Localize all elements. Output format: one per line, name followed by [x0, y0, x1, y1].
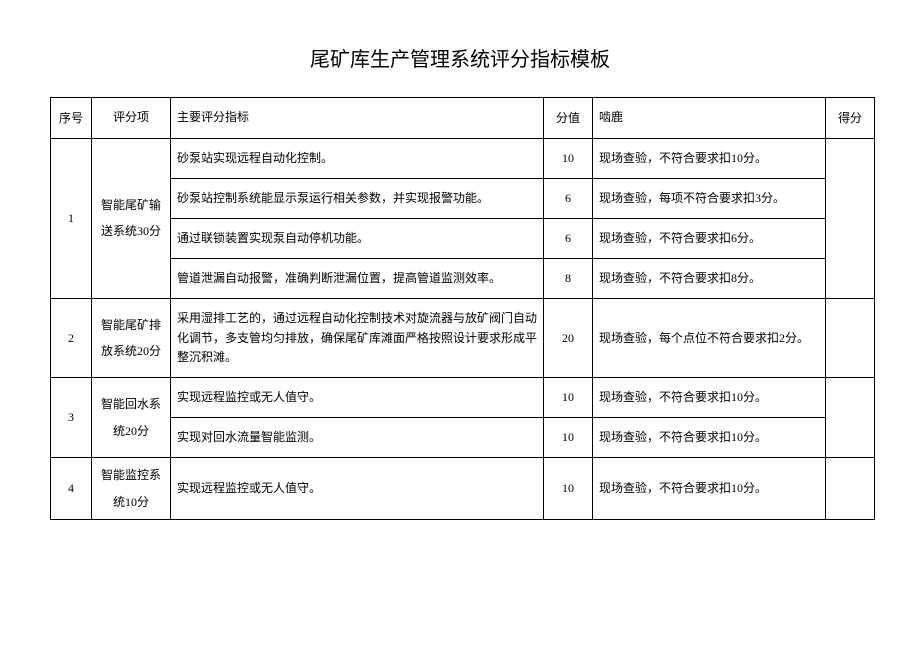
cell-seq: 1 [51, 138, 92, 299]
header-item: 评分项 [92, 98, 171, 138]
table-row: 砂泵站控制系统能显示泵运行相关参数，并实现报警功能。 6 现场查验，每项不符合要… [51, 178, 875, 218]
cell-seq: 4 [51, 458, 92, 520]
cell-note: 现场查验，不符合要求扣6分。 [593, 218, 826, 258]
cell-result [826, 138, 875, 299]
cell-result [826, 458, 875, 520]
header-result: 得分 [826, 98, 875, 138]
header-score: 分值 [544, 98, 593, 138]
page-title: 尾矿库生产管理系统评分指标模板 [50, 43, 870, 72]
cell-note: 现场查验，不符合要求扣10分。 [593, 458, 826, 520]
cell-indicator: 砂泵站实现远程自动化控制。 [171, 138, 544, 178]
header-note: 啮鹿 [593, 98, 826, 138]
header-seq: 序号 [51, 98, 92, 138]
cell-indicator: 实现远程监控或无人值守。 [171, 458, 544, 520]
cell-item: 智能尾矿排放系统20分 [92, 299, 171, 378]
cell-indicator: 采用湿排工艺的，通过远程自动化控制技术对旋流器与放矿阀门自动化调节，多支管均匀排… [171, 299, 544, 378]
cell-score: 6 [544, 178, 593, 218]
cell-note: 现场查验，每个点位不符合要求扣2分。 [593, 299, 826, 378]
cell-note: 现场查验，不符合要求扣8分。 [593, 259, 826, 299]
cell-item: 智能回水系统20分 [92, 377, 171, 457]
cell-score: 20 [544, 299, 593, 378]
table-row: 1 智能尾矿输送系统30分 砂泵站实现远程自动化控制。 10 现场查验，不符合要… [51, 138, 875, 178]
cell-note: 现场查验，每项不符合要求扣3分。 [593, 178, 826, 218]
cell-note: 现场查验，不符合要求扣10分。 [593, 138, 826, 178]
cell-indicator: 管道泄漏自动报警，准确判断泄漏位置，提高管道监测效率。 [171, 259, 544, 299]
cell-score: 6 [544, 218, 593, 258]
table-header-row: 序号 评分项 主要评分指标 分值 啮鹿 得分 [51, 98, 875, 138]
cell-indicator: 砂泵站控制系统能显示泵运行相关参数，并实现报警功能。 [171, 178, 544, 218]
cell-score: 8 [544, 259, 593, 299]
cell-indicator: 实现远程监控或无人值守。 [171, 377, 544, 417]
cell-item: 智能尾矿输送系统30分 [92, 138, 171, 299]
scoring-table: 序号 评分项 主要评分指标 分值 啮鹿 得分 1 智能尾矿输送系统30分 砂泵站… [50, 97, 875, 520]
cell-note: 现场查验，不符合要求扣10分。 [593, 418, 826, 458]
cell-note: 现场查验，不符合要求扣10分。 [593, 377, 826, 417]
cell-score: 10 [544, 458, 593, 520]
table-row: 通过联锁装置实现泵自动停机功能。 6 现场查验，不符合要求扣6分。 [51, 218, 875, 258]
table-row: 管道泄漏自动报警，准确判断泄漏位置，提高管道监测效率。 8 现场查验，不符合要求… [51, 259, 875, 299]
cell-result [826, 299, 875, 378]
header-indicator: 主要评分指标 [171, 98, 544, 138]
cell-score: 10 [544, 418, 593, 458]
cell-seq: 3 [51, 377, 92, 457]
cell-indicator: 实现对回水流量智能监测。 [171, 418, 544, 458]
table-row: 2 智能尾矿排放系统20分 采用湿排工艺的，通过远程自动化控制技术对旋流器与放矿… [51, 299, 875, 378]
table-row: 实现对回水流量智能监测。 10 现场查验，不符合要求扣10分。 [51, 418, 875, 458]
table-row: 3 智能回水系统20分 实现远程监控或无人值守。 10 现场查验，不符合要求扣1… [51, 377, 875, 417]
cell-score: 10 [544, 138, 593, 178]
cell-score: 10 [544, 377, 593, 417]
cell-result [826, 377, 875, 457]
cell-seq: 2 [51, 299, 92, 378]
cell-item: 智能监控系统10分 [92, 458, 171, 520]
cell-indicator: 通过联锁装置实现泵自动停机功能。 [171, 218, 544, 258]
table-row: 4 智能监控系统10分 实现远程监控或无人值守。 10 现场查验，不符合要求扣1… [51, 458, 875, 520]
